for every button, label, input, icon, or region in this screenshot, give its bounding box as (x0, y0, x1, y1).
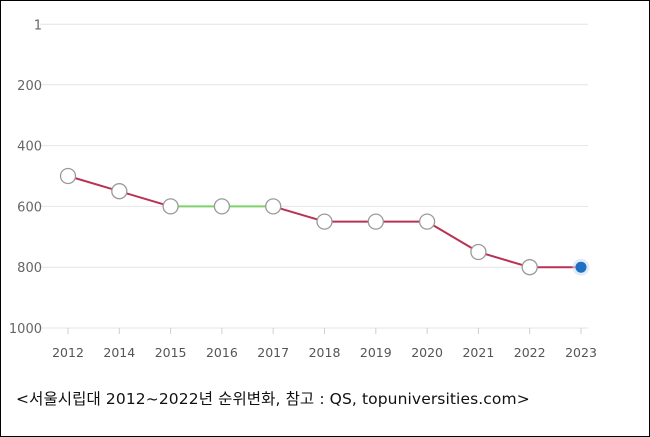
data-point (521, 259, 538, 276)
data-point (418, 213, 436, 230)
x-tick-label: 2022 (514, 345, 546, 360)
series-segment (272, 205, 326, 223)
x-tick-label: 2016 (206, 345, 238, 360)
data-point (59, 167, 77, 185)
x-tick-label: 2015 (155, 345, 187, 360)
series-points (59, 167, 590, 276)
x-tick-label: 2019 (360, 345, 392, 360)
grid-lines (40, 23, 588, 334)
y-tick-label: 400 (17, 140, 42, 155)
data-point (316, 213, 333, 230)
y-tick-label: 1 (34, 18, 42, 33)
y-tick-label: 600 (17, 200, 42, 215)
y-tick-label: 800 (17, 261, 42, 276)
y-axis-ticks: 1 200 400 600 800 1000 (9, 18, 42, 337)
data-point (213, 198, 231, 215)
chart-caption: <서울시립대 2012~2022년 순위변화, 참고 : QS, topuniv… (16, 390, 530, 408)
data-point (265, 198, 282, 215)
series-line (67, 175, 582, 269)
data-point (367, 213, 384, 230)
data-point (162, 198, 179, 215)
series-segment (426, 220, 480, 253)
x-tick-label: 2012 (52, 345, 84, 360)
series-segment (118, 190, 172, 208)
x-tick-label: 2021 (462, 345, 494, 360)
x-tick-label: 2017 (257, 345, 289, 360)
x-axis-ticks: 2012 2014 2015 2016 2017 2018 2019 2020 2021 2022… (52, 345, 597, 360)
y-tick-label: 1000 (9, 322, 42, 337)
x-tick-label: 2018 (309, 345, 341, 360)
series-segment (477, 251, 531, 269)
series-segment (67, 175, 121, 193)
x-tick-label: 2023 (565, 345, 597, 360)
data-point-highlight (575, 261, 587, 273)
y-tick-label: 200 (17, 79, 42, 94)
data-point (470, 243, 487, 261)
x-tick-label: 2020 (411, 345, 443, 360)
data-point (111, 183, 128, 200)
x-tick-label: 2014 (103, 345, 135, 360)
